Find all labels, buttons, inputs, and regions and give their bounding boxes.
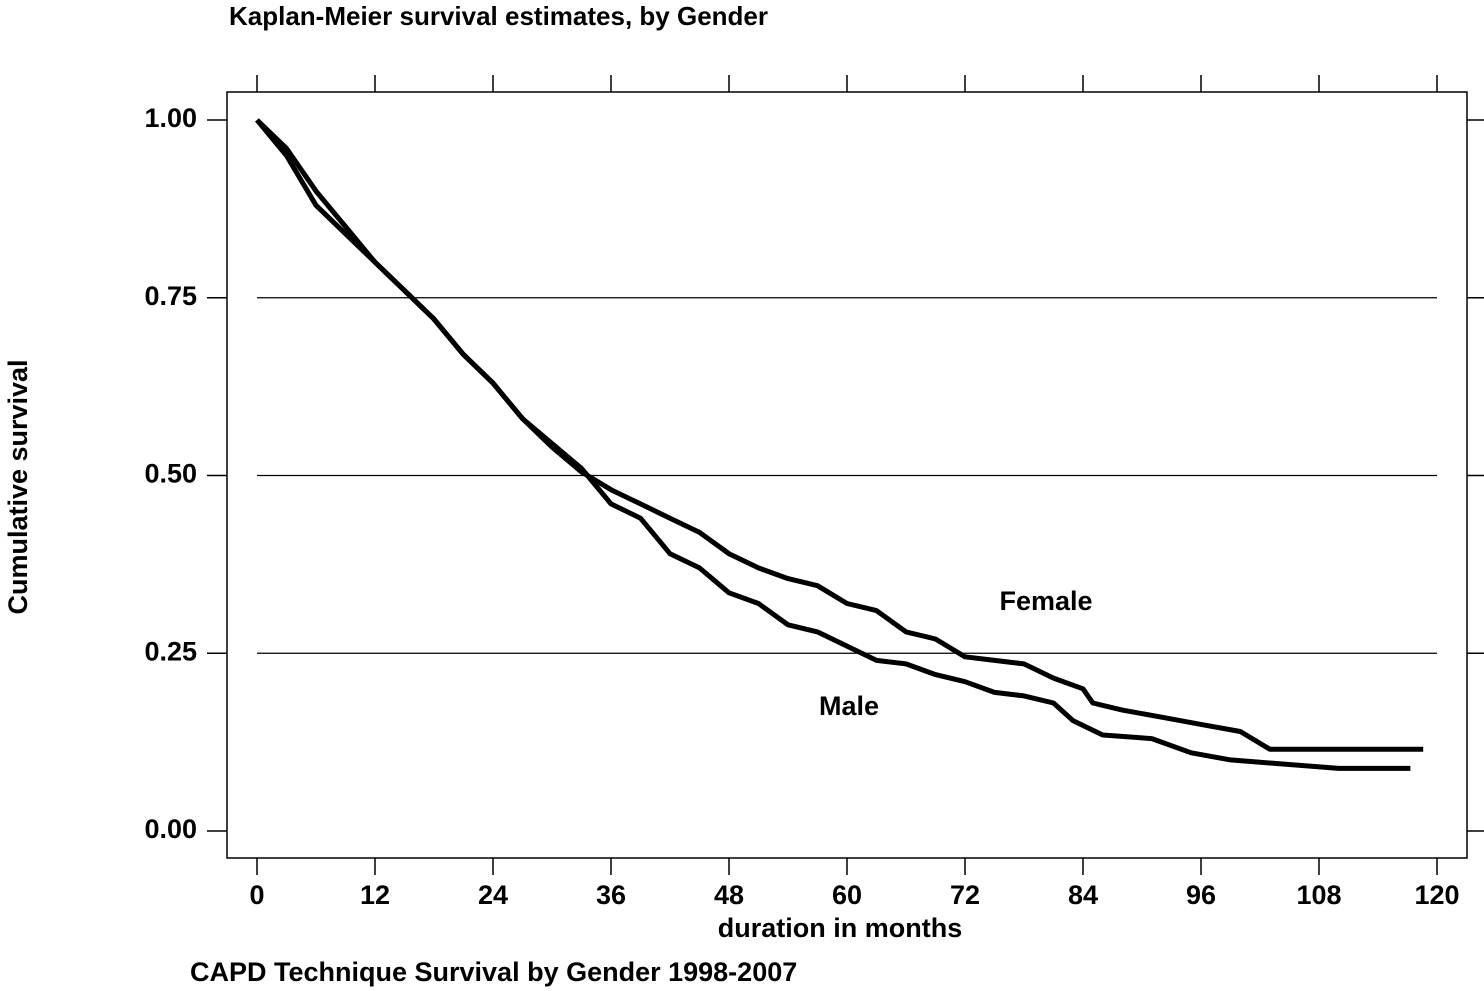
y-tick-label: 0.75 — [144, 281, 197, 311]
x-tick-label: 108 — [1296, 880, 1341, 910]
x-tick-label: 60 — [832, 880, 862, 910]
x-tick-label: 72 — [950, 880, 980, 910]
chart-title: Kaplan-Meier survival estimates, by Gend… — [229, 1, 768, 31]
series-label: Female — [999, 586, 1092, 616]
x-tick-label: 120 — [1414, 880, 1459, 910]
series-label: Male — [819, 691, 879, 721]
x-tick-label: 12 — [360, 880, 390, 910]
x-tick-label: 24 — [478, 880, 508, 910]
y-tick-label: 0.25 — [144, 636, 197, 666]
x-tick-label: 84 — [1068, 880, 1098, 910]
caption: CAPD Technique Survival by Gender 1998-2… — [190, 957, 797, 987]
x-tick-label: 0 — [249, 880, 264, 910]
y-tick-label: 0.00 — [144, 814, 197, 844]
survival-curve — [255, 118, 1424, 752]
x-tick-label: 48 — [714, 880, 744, 910]
y-axis-title: Cumulative survival — [3, 359, 33, 614]
x-tick-label: 96 — [1186, 880, 1216, 910]
survival-curve — [255, 118, 1411, 771]
x-tick-label: 36 — [596, 880, 626, 910]
x-axis-title: duration in months — [718, 913, 962, 943]
y-tick-label: 0.50 — [144, 459, 197, 489]
y-tick-label: 1.00 — [144, 103, 197, 133]
